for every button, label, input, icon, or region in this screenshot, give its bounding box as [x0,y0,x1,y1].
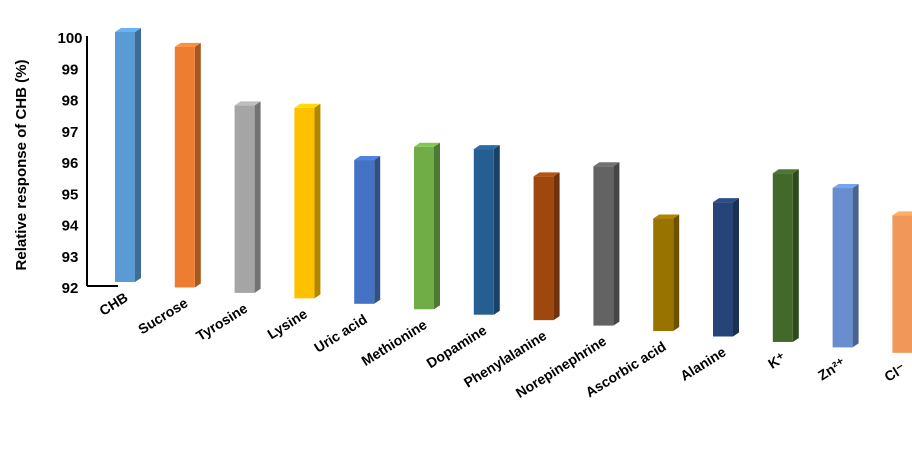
bar-kplus [772,169,799,342]
bar-dopamine [473,145,500,315]
bar-front [294,107,315,299]
bar-front [593,166,614,326]
y-tick-label: 94 [62,218,79,235]
bar-alanine [713,198,739,337]
bar-side [493,145,500,315]
y-tick-label: 99 [62,61,79,78]
bar-front [234,105,255,293]
bar-top [892,211,912,216]
bar-top [713,198,739,203]
x-tick-label: Lysine [264,305,310,342]
x-tick-label: Cl⁻ [881,360,908,385]
bar-front [832,188,853,348]
bar-side [194,42,201,288]
x-tick-label: Zn²⁺ [815,354,848,383]
bar-tyrosine [234,101,261,293]
bar-top [234,101,261,106]
bar-front [115,32,135,282]
y-tick-label: 97 [62,124,79,141]
bar-front [414,146,434,310]
bar-ascorbic-acid [653,214,680,332]
bar-top [414,142,440,147]
bar-methionine [414,142,440,310]
x-tick-label: Dopamine [424,322,490,372]
bar-sucrose [174,42,201,288]
bar-top [653,214,680,219]
bar-side [733,198,739,337]
bar-top [832,184,859,189]
bar-front [533,176,554,321]
y-tick-labels: 92 93 94 95 96 97 98 99 100 [57,30,82,297]
y-tick-label: 92 [62,280,79,297]
bar-side [135,28,141,282]
bar-side [314,103,321,299]
bar-top [115,28,141,32]
x-tick-label: Uric acid [311,311,370,356]
bar-front [772,173,793,342]
bar-top [772,169,799,174]
bar-side [613,162,620,326]
bar-front [174,46,195,288]
bar-top [473,145,500,150]
y-tick-label: 96 [62,155,79,172]
y-axis-label: Relative response of CHB (%) [13,60,30,271]
bar-zn2plus [832,184,859,348]
bar-side [254,101,261,293]
y-tick-label: 95 [62,186,79,203]
bar-front [892,215,912,353]
x-tick-label: K⁺ [765,349,788,372]
bar-front [653,218,674,332]
bar-side [852,184,859,348]
bar-side [673,214,680,332]
bar-side [434,142,440,310]
x-tick-label: Alanine [677,343,729,383]
bar-top [593,162,620,167]
bar-side [374,156,381,304]
bar-front [473,149,494,315]
bar-top [174,42,201,47]
bar-norepinephrine [593,162,620,326]
bar-front [354,160,375,304]
bar-clminus [892,211,912,353]
bar-phenylalanine [533,172,560,321]
bar-chb [115,28,141,282]
y-tick-label: 98 [62,93,79,110]
bar-uric-acid [354,156,381,304]
bar-lysine [294,103,321,299]
x-tick-label: Sucrose [135,294,191,337]
x-tick-label: Tyrosine [193,300,250,344]
y-axis [86,36,118,287]
bar-top [533,172,560,177]
bars [115,28,912,353]
y-tick-label: 100 [57,30,82,47]
y-tick-label: 93 [62,249,79,266]
bar-top [294,103,321,108]
bar-front [713,202,733,337]
x-tick-label: CHB [96,289,130,319]
bar-top [354,156,381,161]
bar-side [553,172,560,321]
bar-side [792,169,799,342]
